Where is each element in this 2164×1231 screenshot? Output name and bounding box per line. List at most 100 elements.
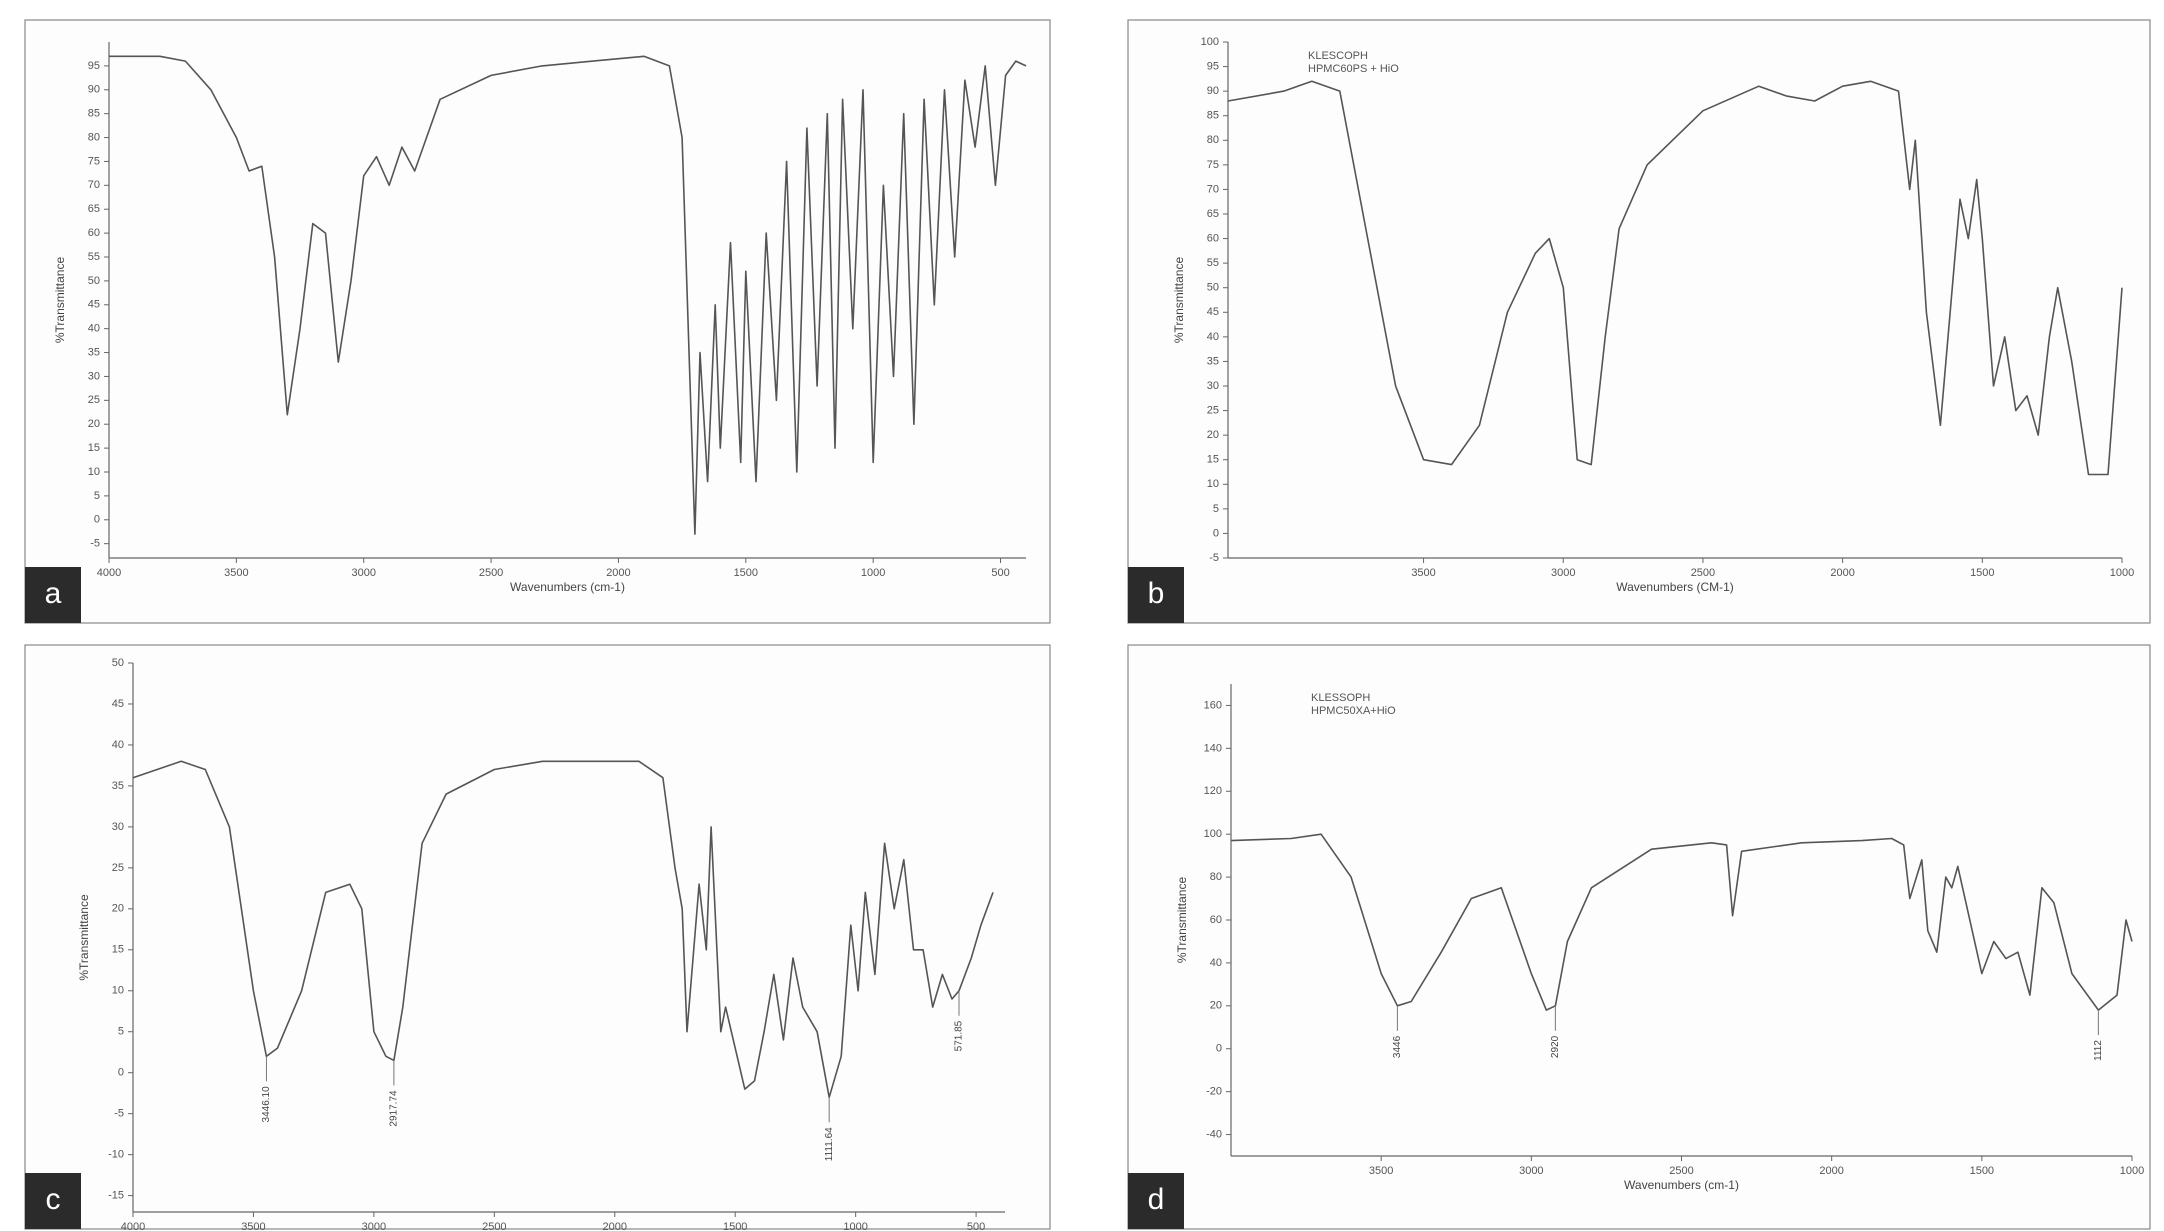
y-tick-label: 45 [88,299,100,311]
x-tick-label: 3500 [224,567,248,579]
y-tick-label: 5 [94,490,100,502]
y-tick-label: -40 [1206,1128,1222,1140]
y-tick-label: 20 [88,418,100,430]
spectrum-line [132,760,994,1099]
panel: -15 -10 -5 0 5 10 15 20 25 30 35 40 45 50 4000 3500 3000… [24,644,1051,1231]
panel-frame [1127,644,2151,1230]
x-tick-label: 2000 [1830,567,1854,579]
y-tick-label: 0 [1216,1043,1222,1055]
spectrum-line [1227,80,2123,476]
y-tick-label: 100 [1201,36,1219,48]
panel-label-box [25,1173,81,1229]
y-tick-label: 25 [88,394,100,406]
x-tick-label: 500 [967,1221,985,1231]
x-tick-label: 3000 [1519,1165,1543,1177]
y-tick-label: -5 [1209,552,1219,564]
y-tick-label: 10 [88,466,100,478]
y-tick-label: 85 [1207,110,1219,122]
y-tick-label: 80 [88,131,100,143]
y-tick-label: 0 [94,514,100,526]
y-tick-label: 120 [1204,785,1222,797]
y-tick-label: 140 [1204,742,1222,754]
y-tick-label: 50 [88,275,100,287]
y-tick-label: 10 [1207,478,1219,490]
panel-frame [24,644,1051,1230]
y-tick-label: -15 [108,1190,124,1202]
note: HPMC60PS + HiO [1308,63,1399,75]
x-tick-label: 3000 [1551,567,1575,579]
y-axis-title: %Transmittance [1172,257,1186,344]
y-tick-label: 40 [88,323,100,335]
y-tick-label: 40 [112,739,124,751]
panel-label-box [1128,1173,1184,1229]
panel-label: b [1148,577,1165,610]
y-tick-label: 20 [1207,429,1219,441]
x-tick-label: 3000 [351,567,375,579]
y-tick-label: 60 [1210,914,1222,926]
y-tick-label: 20 [1210,1000,1222,1012]
x-tick-label: 2000 [1819,1165,1843,1177]
x-tick-label: 1500 [723,1221,747,1231]
y-tick-label: 95 [1207,60,1219,72]
annotation: 571.85 [954,1020,965,1051]
y-tick-label: 80 [1210,871,1222,883]
y-tick-label: 25 [112,862,124,874]
y-tick-label: 40 [1210,957,1222,969]
x-tick-label: 500 [991,567,1009,579]
y-tick-label: 40 [1207,331,1219,343]
x-tick-label: 3500 [1369,1165,1393,1177]
y-tick-label: 5 [118,1026,124,1038]
annotation: 3446 [1392,1035,1403,1058]
y-tick-label: 85 [88,108,100,120]
y-tick-label: 30 [1207,380,1219,392]
y-tick-label: -5 [90,538,100,550]
panel-label-box [1128,567,1184,623]
x-tick-label: 3000 [362,1221,386,1231]
spectrum-line [1230,833,2133,1011]
y-tick-label: 15 [88,442,100,454]
panel-label: c [46,1183,61,1216]
x-tick-label: 1500 [1970,567,1994,579]
y-tick-label: 65 [1207,208,1219,220]
y-axis-title: %Transmittance [53,257,67,344]
panel: -40 -20 0 20 40 60 80 100 120 140 160 3500 3000 2500 2… [1127,644,2151,1230]
x-tick-label: 1500 [734,567,758,579]
x-tick-label: 1000 [843,1221,867,1231]
y-tick-label: 90 [88,84,100,96]
spectrum-line [109,55,1027,535]
x-tick-label: 2500 [479,567,503,579]
y-tick-label: 10 [112,985,124,997]
panel: -5 0 5 10 15 20 25 30 35 40 45 50 55 60 65 70 75 80 85 90 95… [24,19,1051,624]
annotation: 1112 [2093,1040,2104,1061]
y-tick-label: 45 [1207,306,1219,318]
y-tick-label: 50 [112,657,124,669]
annotation: 2917.74 [389,1090,400,1127]
y-tick-label: 75 [88,155,100,167]
y-tick-label: 35 [112,780,124,792]
x-tick-label: 3500 [241,1221,265,1231]
y-tick-label: 75 [1207,159,1219,171]
y-tick-label: 70 [88,179,100,191]
y-tick-label: 30 [112,821,124,833]
panel: -5 0 5 10 15 20 25 30 35 40 45 50 55 60 65 70 75 80 85 90 95… [1127,19,2151,624]
x-tick-label: 4000 [121,1221,145,1231]
x-tick-label: 1500 [1970,1165,1994,1177]
y-tick-label: 25 [1207,404,1219,416]
y-tick-label: 90 [1207,85,1219,97]
x-tick-label: 2500 [1669,1165,1693,1177]
y-tick-label: 20 [112,903,124,915]
panel-frame [1127,19,2151,624]
note: KLESCOPH [1308,50,1368,62]
x-axis-title: Wavenumbers (cm-1) [1624,1178,1739,1192]
x-tick-label: 1000 [861,567,885,579]
x-tick-label: 1000 [2120,1165,2144,1177]
y-tick-label: -20 [1206,1086,1222,1098]
y-tick-label: 0 [1213,527,1219,539]
y-tick-label: 5 [1213,503,1219,515]
y-tick-label: 45 [112,698,124,710]
x-axis-title: Wavenumbers (cm-1) [510,580,625,594]
panel-label-box [25,567,81,623]
y-tick-label: 60 [88,227,100,239]
